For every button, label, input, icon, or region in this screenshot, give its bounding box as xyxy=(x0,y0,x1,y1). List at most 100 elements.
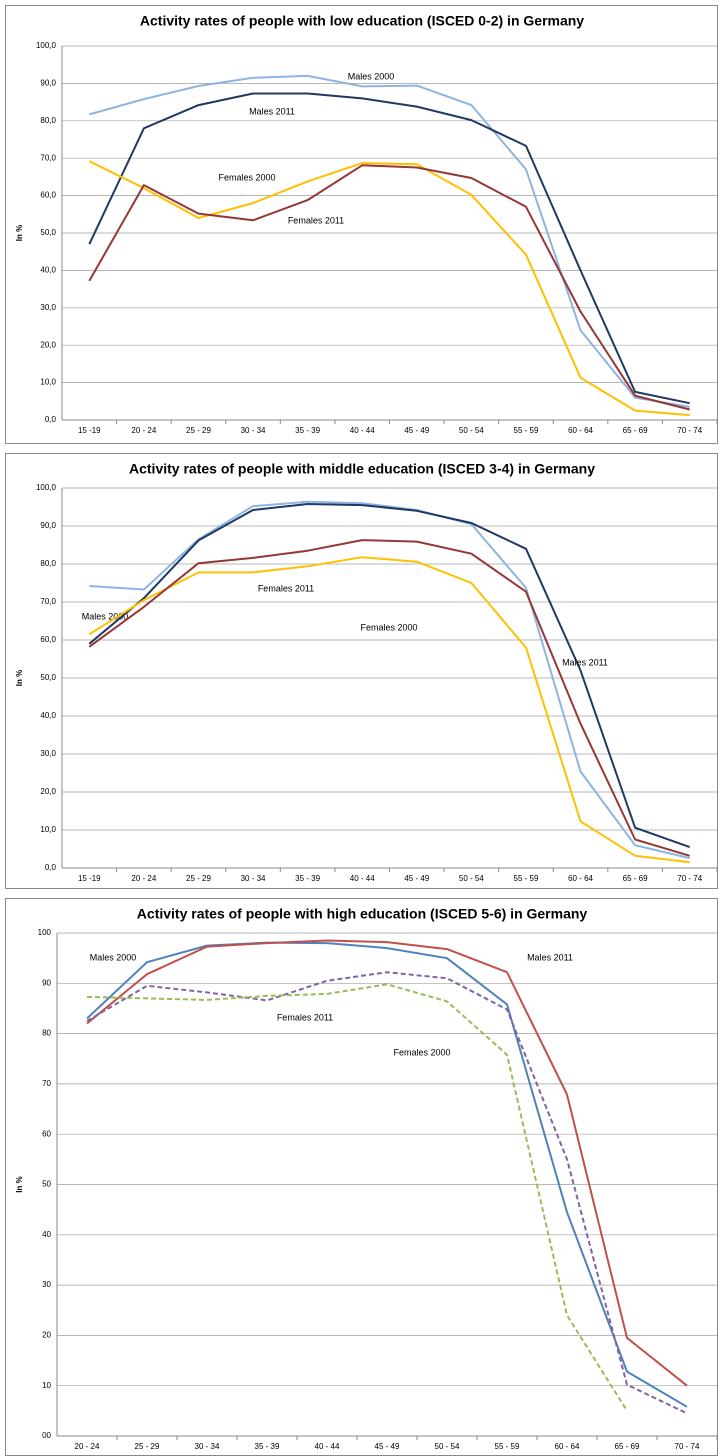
x-tick-label: 15 -19 xyxy=(78,874,101,883)
x-tick-label: 25 - 29 xyxy=(186,874,211,883)
x-tick-label: 45 - 49 xyxy=(375,1442,400,1451)
x-tick-label: 70 - 74 xyxy=(675,1442,700,1451)
x-tick-label: 20 - 24 xyxy=(131,426,156,435)
series-label: Males 2011 xyxy=(562,657,608,667)
x-tick-label: 55 - 59 xyxy=(514,874,539,883)
series-label: Males 2000 xyxy=(82,611,129,621)
y-tick-label: 10,0 xyxy=(40,378,56,387)
series-label: Females 2011 xyxy=(258,583,314,593)
y-tick-label: 100 xyxy=(38,928,52,937)
y-tick-label: 40,0 xyxy=(40,711,56,720)
x-tick-label: 60 - 64 xyxy=(555,1442,580,1451)
x-tick-label: 70 - 74 xyxy=(677,426,702,435)
chart-frame xyxy=(5,453,718,889)
y-tick-label: 80,0 xyxy=(40,116,56,125)
series-line xyxy=(86,983,628,1412)
y-tick-label: 10,0 xyxy=(40,825,56,834)
series-line xyxy=(86,941,688,1408)
y-tick-label: 80,0 xyxy=(40,559,56,568)
series-label: Females 2011 xyxy=(288,215,344,225)
x-tick-label: 25 - 29 xyxy=(186,426,211,435)
y-axis-label: In % xyxy=(15,1176,24,1192)
x-tick-label: 35 - 39 xyxy=(295,426,320,435)
y-tick-label: 0,0 xyxy=(45,415,57,424)
x-tick-label: 55 - 59 xyxy=(495,1442,520,1451)
y-tick-label: 80 xyxy=(42,1029,51,1038)
series-label: Females 2000 xyxy=(218,172,275,182)
series-line xyxy=(89,74,690,408)
x-tick-label: 50 - 54 xyxy=(435,1442,460,1451)
series-label: Males 2000 xyxy=(90,952,137,962)
chart-title: Activity rates of people with middle edu… xyxy=(129,461,595,477)
series-label: Males 2000 xyxy=(348,71,395,81)
y-tick-label: 90,0 xyxy=(40,79,56,88)
y-tick-label: 40 xyxy=(42,1230,51,1239)
x-tick-label: 40 - 44 xyxy=(315,1442,340,1451)
y-tick-label: 30,0 xyxy=(40,303,56,312)
y-tick-label: 90,0 xyxy=(40,521,56,530)
y-tick-label: 40,0 xyxy=(40,266,56,275)
series-line xyxy=(88,160,690,417)
x-tick-label: 45 - 49 xyxy=(404,426,429,435)
y-tick-label: 00 xyxy=(42,1431,51,1440)
y-tick-label: 70 xyxy=(42,1079,51,1088)
y-tick-label: 60,0 xyxy=(40,191,56,200)
chart-frame xyxy=(5,5,718,444)
y-tick-label: 0,0 xyxy=(45,863,57,872)
y-axis-label: In % xyxy=(15,670,24,686)
series-line xyxy=(88,164,690,411)
y-tick-label: 30,0 xyxy=(40,749,56,758)
y-tick-label: 100,0 xyxy=(36,483,57,492)
x-tick-label: 50 - 54 xyxy=(459,426,484,435)
chart-title: Activity rates of people with low educat… xyxy=(140,13,584,29)
x-tick-label: 40 - 44 xyxy=(350,874,375,883)
x-tick-label: 35 - 39 xyxy=(255,1442,280,1451)
x-tick-label: 65 - 69 xyxy=(623,874,648,883)
x-tick-label: 25 - 29 xyxy=(135,1442,160,1451)
chart-title: Activity rates of people with high educa… xyxy=(137,906,588,922)
x-tick-label: 60 - 64 xyxy=(568,874,593,883)
y-tick-label: 20 xyxy=(42,1331,51,1340)
y-tick-label: 70,0 xyxy=(40,597,56,606)
x-tick-label: 65 - 69 xyxy=(615,1442,640,1451)
y-tick-label: 50,0 xyxy=(40,228,56,237)
y-tick-label: 50 xyxy=(42,1180,51,1189)
y-axis-label: In % xyxy=(15,225,24,241)
series-line xyxy=(89,500,690,860)
series-label: Males 2011 xyxy=(527,952,573,962)
x-tick-label: 30 - 34 xyxy=(195,1442,220,1451)
x-tick-label: 50 - 54 xyxy=(459,874,484,883)
x-tick-label: 40 - 44 xyxy=(350,426,375,435)
y-tick-label: 100,0 xyxy=(36,41,57,50)
x-tick-label: 70 - 74 xyxy=(677,874,702,883)
x-tick-label: 45 - 49 xyxy=(404,874,429,883)
x-tick-label: 35 - 39 xyxy=(295,874,320,883)
series-label: Females 2011 xyxy=(277,1012,333,1022)
series-label: Males 2011 xyxy=(249,106,295,116)
series-line xyxy=(86,971,688,1415)
x-tick-label: 20 - 24 xyxy=(75,1442,100,1451)
series-line xyxy=(86,939,688,1387)
y-tick-label: 70,0 xyxy=(40,153,56,162)
series-label: Females 2000 xyxy=(360,622,417,632)
x-tick-label: 20 - 24 xyxy=(131,874,156,883)
y-tick-label: 20,0 xyxy=(40,787,56,796)
y-tick-label: 10 xyxy=(42,1381,51,1390)
series-line xyxy=(88,503,691,849)
series-line xyxy=(88,539,690,857)
x-tick-label: 15 -19 xyxy=(78,426,101,435)
x-tick-label: 30 - 34 xyxy=(241,874,266,883)
x-tick-label: 60 - 64 xyxy=(568,426,593,435)
y-tick-label: 60 xyxy=(42,1129,51,1138)
y-tick-label: 90 xyxy=(42,978,51,987)
y-tick-label: 30 xyxy=(42,1280,51,1289)
y-tick-label: 50,0 xyxy=(40,673,56,682)
x-tick-label: 55 - 59 xyxy=(514,426,539,435)
x-tick-label: 65 - 69 xyxy=(623,426,648,435)
series-line xyxy=(88,556,690,864)
x-tick-label: 30 - 34 xyxy=(241,426,266,435)
chart-frame xyxy=(5,898,718,1456)
series-line xyxy=(88,92,690,405)
